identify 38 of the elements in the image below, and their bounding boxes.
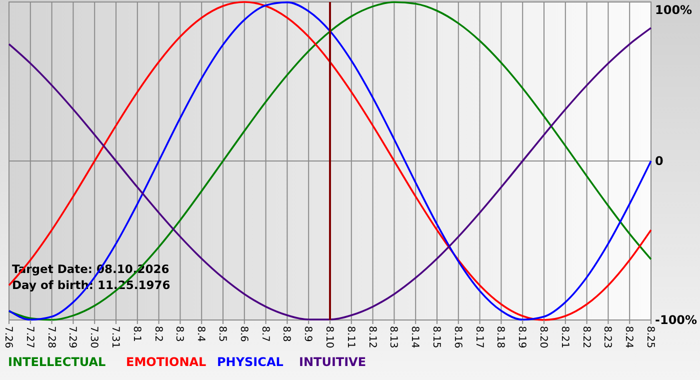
- text: PHYSICAL: [217, 355, 284, 369]
- x-tick-label: 7.31: [110, 326, 120, 348]
- x-tick-label: 8.15: [430, 326, 442, 348]
- x-tick-label: 8.2: [152, 326, 164, 342]
- x-tick-label: 8.13: [388, 326, 399, 348]
- x-tick-label: 8.19: [516, 326, 528, 348]
- x-tick-label: 8.3: [174, 326, 185, 342]
- x-tick-label: 7.28: [45, 326, 56, 348]
- x-tick-label: 7.27: [24, 326, 35, 348]
- text: INTUITIVE: [299, 355, 366, 369]
- x-tick-label: 8.23: [602, 326, 613, 348]
- x-tick-label: 8.5: [216, 326, 228, 342]
- x-tick-label: 8.6: [238, 326, 249, 342]
- x-tick-label: 8.12: [366, 326, 378, 348]
- x-tick-label: 7.30: [88, 326, 100, 348]
- x-tick-label: 8.17: [473, 326, 484, 348]
- x-tick-label: 8.22: [580, 326, 592, 348]
- y-tick-label: -100%: [655, 313, 698, 328]
- x-tick-label: 8.14: [409, 326, 420, 348]
- x-tick-label: 8.16: [452, 326, 463, 348]
- x-tick-label: 8.1: [130, 326, 142, 342]
- x-tick-label: 7.26: [2, 326, 14, 348]
- x-tick-label: 8.25: [644, 326, 656, 348]
- x-tick-label: 8.21: [558, 326, 570, 348]
- x-tick-label: 8.7: [259, 326, 270, 342]
- x-tick-label: 7.29: [66, 326, 78, 348]
- x-tick-label: 8.10: [324, 326, 334, 348]
- x-tick-label: 8.9: [302, 326, 314, 342]
- x-tick-label: 8.18: [494, 326, 506, 348]
- text: INTELLECTUAL: [8, 355, 106, 369]
- x-tick-label: 8.8: [280, 326, 292, 342]
- text: EMOTIONAL: [126, 355, 207, 369]
- x-tick-label: 8.20: [538, 326, 548, 348]
- x-tick-label: 8.24: [623, 326, 634, 348]
- x-tick-label: 8.11: [344, 326, 356, 348]
- y-tick-label: 100%: [655, 3, 692, 18]
- x-tick-label: 8.4: [195, 326, 206, 342]
- y-tick-label: 0: [655, 154, 664, 168]
